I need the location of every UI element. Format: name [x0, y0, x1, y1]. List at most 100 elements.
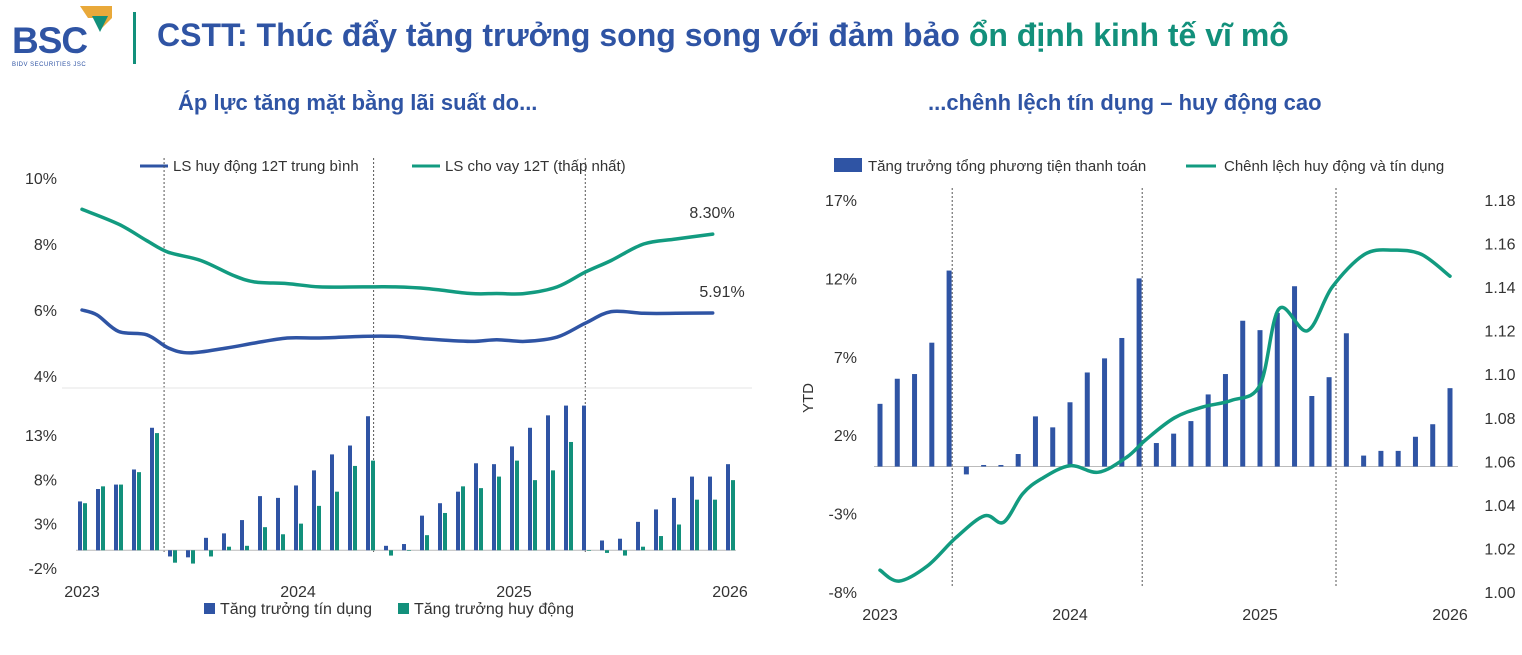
- logo-subtext: BIDV SECURITIES JSC: [12, 62, 87, 68]
- bar-m2-growth: [1309, 396, 1315, 467]
- bar-m2-growth: [1430, 424, 1436, 467]
- bar-credit-growth: [186, 550, 190, 558]
- bar-deposit-growth: [317, 505, 321, 551]
- legend-label-m2-growth: Tăng trưởng tổng phương tiện thanh toán: [868, 158, 1146, 175]
- bar-m2-growth: [1102, 358, 1108, 467]
- bar-m2-growth: [1032, 416, 1038, 467]
- bar-credit-growth: [564, 405, 568, 551]
- left-line-ytick-label: 10%: [25, 171, 57, 188]
- left-xtick-label: 2026: [712, 584, 748, 601]
- bar-credit-growth: [96, 489, 100, 551]
- bar-m2-growth: [1447, 388, 1453, 467]
- left-line-ytick-label: 4%: [34, 369, 57, 386]
- bar-m2-growth: [1119, 337, 1125, 467]
- bar-m2-growth: [1274, 312, 1280, 467]
- bar-credit-growth: [330, 454, 334, 551]
- bar-deposit-growth: [263, 527, 267, 551]
- right-yaxis-title: YTD: [800, 383, 817, 413]
- bar-deposit-growth: [425, 535, 429, 551]
- bar-credit-growth: [276, 497, 280, 551]
- bar-credit-growth: [384, 545, 388, 551]
- bar-deposit-growth: [659, 536, 663, 551]
- right-ytick-label: 12%: [825, 271, 857, 288]
- left-line-ytick-label: 8%: [34, 237, 57, 254]
- bar-credit-growth: [726, 464, 730, 551]
- bar-deposit-growth: [389, 550, 393, 556]
- right-y2tick-label: 1.14: [1484, 280, 1515, 297]
- bar-m2-growth: [912, 374, 918, 467]
- bar-m2-growth: [963, 466, 969, 475]
- bar-m2-growth: [894, 378, 900, 467]
- legend-swatch-credit-growth: [204, 603, 215, 614]
- bar-deposit-growth: [479, 488, 483, 551]
- bar-m2-growth: [1015, 454, 1021, 467]
- bar-m2-growth: [1395, 450, 1401, 467]
- right-y2tick-label: 1.10: [1484, 367, 1515, 384]
- annotation-lending-rate-value: 8.30%: [689, 205, 734, 222]
- bar-deposit-growth: [461, 486, 465, 551]
- right-ytick-label: 2%: [834, 428, 857, 445]
- legend-label-deposit-rate: LS huy động 12T trung bình: [173, 158, 359, 175]
- right-ytick-label: -3%: [829, 507, 857, 524]
- bar-credit-growth: [600, 540, 604, 551]
- bar-deposit-growth: [587, 550, 591, 551]
- bar-credit-growth: [312, 470, 316, 551]
- bar-m2-growth: [1378, 450, 1384, 467]
- bar-deposit-growth: [533, 480, 537, 551]
- bar-m2-growth: [1136, 278, 1142, 467]
- left-xtick-label: 2024: [280, 584, 316, 601]
- bar-credit-growth: [582, 405, 586, 551]
- bar-credit-growth: [222, 533, 226, 551]
- bar-deposit-growth: [155, 433, 159, 551]
- bar-deposit-growth: [245, 545, 249, 551]
- bar-m2-growth: [1171, 433, 1177, 467]
- bar-credit-growth: [438, 503, 442, 551]
- right-y2tick-label: 1.18: [1484, 193, 1515, 210]
- bar-m2-growth: [1050, 427, 1056, 467]
- bar-m2-growth: [998, 464, 1004, 467]
- right-ytick-label: 17%: [825, 193, 857, 210]
- bar-m2-growth: [1292, 286, 1298, 467]
- legend-swatch-m2-growth: [834, 158, 862, 172]
- right-chart: Tăng trưởng tổng phương tiện thanh toán C…: [800, 158, 1516, 624]
- bar-m2-growth: [1067, 402, 1073, 467]
- bar-deposit-growth: [191, 550, 195, 564]
- bar-deposit-growth: [371, 460, 375, 551]
- bar-credit-growth: [294, 485, 298, 551]
- title-main: CSTT: Thúc đẩy tăng trưởng song song với…: [157, 17, 969, 53]
- bar-credit-growth: [618, 538, 622, 551]
- bar-m2-growth: [1343, 333, 1349, 467]
- bar-m2-growth: [1326, 377, 1332, 467]
- left-line-ytick-label: 6%: [34, 303, 57, 320]
- bar-deposit-growth: [173, 550, 177, 563]
- bsc-logo: BSC BIDV SECURITIES JSC: [8, 6, 118, 70]
- bar-credit-growth: [456, 491, 460, 551]
- right-y2tick-label: 1.08: [1484, 411, 1515, 428]
- left-chart: LS huy động 12T trung bình LS cho vay 12T…: [25, 158, 752, 618]
- bar-m2-growth: [1361, 455, 1367, 467]
- title-accent: ổn định kinh tế vĩ mô: [968, 17, 1289, 53]
- bar-deposit-growth: [515, 460, 519, 551]
- bar-credit-growth: [708, 476, 712, 551]
- right-xtick-label: 2023: [862, 607, 898, 624]
- bar-credit-growth: [258, 496, 262, 551]
- right-y2tick-label: 1.06: [1484, 454, 1515, 471]
- bar-credit-growth: [132, 469, 136, 551]
- right-subtitle: ...chênh lệch tín dụng – huy động cao: [928, 90, 1322, 115]
- annotation-deposit-rate-value: 5.91%: [699, 284, 744, 301]
- bar-deposit-growth: [119, 484, 123, 551]
- line-series-lending-rate: [80, 207, 715, 296]
- bar-deposit-growth: [713, 499, 717, 551]
- bar-deposit-growth: [623, 550, 627, 556]
- legend-label-deposit-growth: Tăng trưởng huy động: [414, 601, 574, 618]
- bar-deposit-growth: [83, 503, 87, 551]
- bar-credit-growth: [546, 415, 550, 551]
- bar-deposit-growth: [101, 486, 105, 551]
- bar-deposit-growth: [335, 491, 339, 551]
- page-title: CSTT: Thúc đẩy tăng trưởng song song với…: [157, 17, 1289, 54]
- logo-mark-icon: [80, 6, 112, 32]
- bar-deposit-growth: [443, 512, 447, 551]
- bar-credit-growth: [168, 550, 172, 557]
- bar-m2-growth: [946, 270, 952, 467]
- bar-credit-growth: [528, 427, 532, 551]
